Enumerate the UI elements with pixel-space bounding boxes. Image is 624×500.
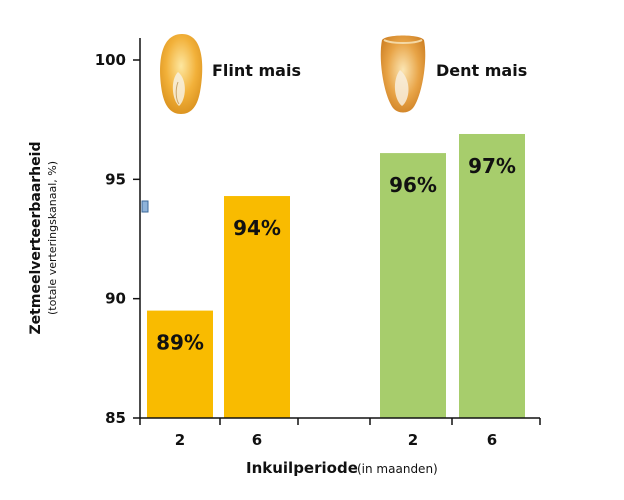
- x-tick-label: 2: [408, 431, 418, 449]
- axis-marker: [141, 200, 149, 213]
- bar-flint-2: [147, 310, 213, 418]
- bar-flint-6: [224, 196, 290, 418]
- x-tick-label: 6: [487, 431, 497, 449]
- y-tick-label: 90: [105, 290, 126, 308]
- x-axis-tick-labels: 2 6 2 6: [139, 418, 541, 449]
- y-tick-label: 95: [105, 170, 126, 188]
- y-axis-ticks: 85 90 95 100: [95, 51, 140, 427]
- y-tick-label: 100: [95, 51, 126, 69]
- y-axis-title: Zetmeelverteerbaarheid (totale vertering…: [28, 142, 59, 335]
- dent-corn-kernel-icon: [380, 35, 426, 113]
- y-axis-label: Zetmeelverteerbaarheid: [28, 142, 44, 335]
- data-label: 94%: [233, 216, 281, 240]
- x-axis-label: Inkuilperiode: [246, 459, 358, 477]
- x-axis-title: Inkuilperiode (in maanden): [246, 459, 438, 477]
- flint-corn-kernel-icon: [160, 34, 203, 114]
- bar-dent-6: [459, 133, 525, 418]
- data-label: 97%: [468, 154, 516, 178]
- bar-dent-2: [380, 153, 446, 418]
- value-labels: 89% 94% 96% 97%: [156, 154, 516, 355]
- group-label-dent: Dent mais: [436, 61, 527, 80]
- x-tick-label: 6: [252, 431, 262, 449]
- y-tick-label: 85: [105, 409, 126, 427]
- group-label-flint: Flint mais: [212, 61, 301, 80]
- data-label: 89%: [156, 331, 204, 355]
- x-tick-label: 2: [175, 431, 185, 449]
- data-label: 96%: [389, 173, 437, 197]
- bars: [147, 133, 525, 418]
- y-axis-sublabel: (totale verteringskanaal, %): [46, 161, 59, 315]
- x-axis-sublabel: (in maanden): [357, 462, 438, 476]
